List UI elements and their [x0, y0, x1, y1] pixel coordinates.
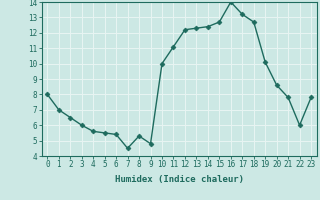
X-axis label: Humidex (Indice chaleur): Humidex (Indice chaleur) — [115, 175, 244, 184]
